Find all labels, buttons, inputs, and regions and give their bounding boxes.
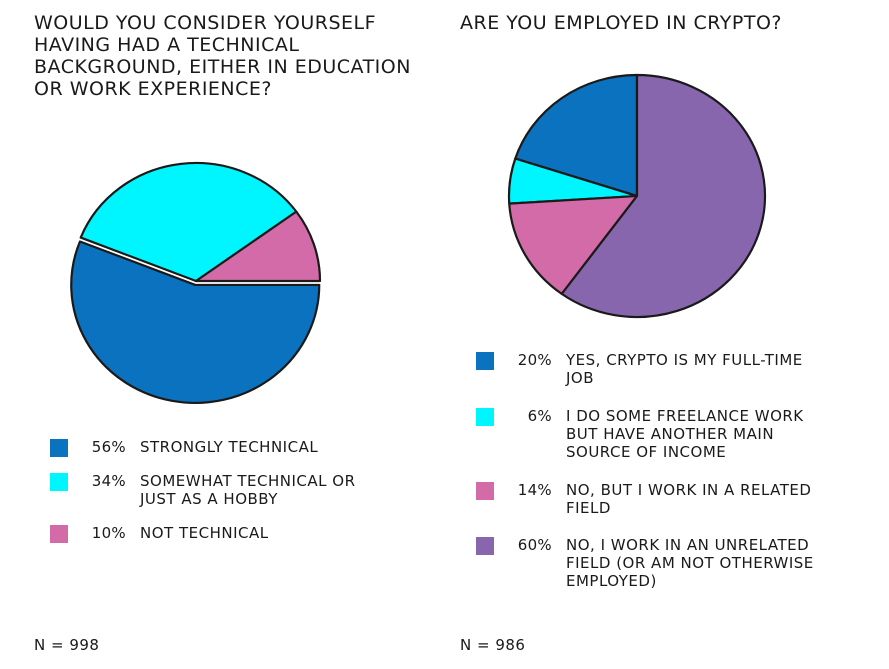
legend-label: No, I work in an unrelated field (or am … [566, 536, 814, 590]
legend-item: 56% Strongly technical [50, 438, 380, 457]
chart1-title: Would you consider yourself having had a… [34, 12, 411, 100]
legend-swatch [476, 537, 494, 555]
legend-label: Strongly technical [140, 438, 319, 456]
legend-swatch [476, 352, 494, 370]
legend-percent: 20% [517, 351, 552, 369]
pie-slice-3 [194, 210, 322, 283]
pie-slice-4 [560, 73, 767, 319]
legend-item: 10% Not technical [50, 524, 380, 543]
legend-percent: 60% [517, 536, 552, 554]
legend-item: 60% No, I work in an unrelated field (or … [476, 536, 836, 590]
legend-item: 34% Somewhat technical or just as a hobby [50, 472, 380, 508]
legend-label: I do some freelance work but have anothe… [566, 407, 804, 461]
chart1-n-label: N = 998 [34, 636, 100, 654]
legend-label: Not technical [140, 524, 269, 542]
legend-label: No, but I work in a related field [566, 481, 812, 517]
legend-percent: 56% [91, 438, 126, 456]
pie-slice-1 [70, 240, 321, 404]
legend-item: 6% I do some freelance work but have anot… [476, 407, 836, 461]
legend-swatch [50, 439, 68, 457]
pie-slice-3 [508, 194, 639, 295]
legend-swatch [50, 525, 68, 543]
legend-label: Somewhat technical or just as a hobby [140, 472, 356, 508]
chart2-title: Are you employed in crypto? [460, 12, 782, 34]
legend-item: 20% Yes, crypto is my full-time job [476, 351, 836, 387]
pie-slice-2 [79, 161, 298, 283]
chart2-n-label: N = 986 [460, 636, 526, 654]
legend-swatch [476, 482, 494, 500]
legend-percent: 6% [527, 407, 552, 425]
legend-item: 14% No, but I work in a related field [476, 481, 836, 517]
legend-percent: 14% [517, 481, 552, 499]
legend-percent: 10% [91, 524, 126, 542]
pie-slice-1 [514, 73, 639, 198]
legend-label: Yes, crypto is my full-time job [566, 351, 803, 387]
legend-percent: 34% [91, 472, 126, 490]
legend-swatch [50, 473, 68, 491]
legend-swatch [476, 408, 494, 426]
